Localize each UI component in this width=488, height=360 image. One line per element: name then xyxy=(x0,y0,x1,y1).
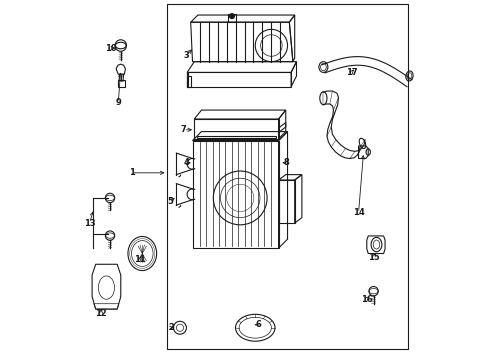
Text: 1: 1 xyxy=(128,168,134,177)
Text: 9: 9 xyxy=(115,98,121,107)
Text: 16: 16 xyxy=(360,294,371,303)
Text: 15: 15 xyxy=(367,253,379,262)
Text: 12: 12 xyxy=(95,309,107,318)
Text: 11: 11 xyxy=(134,255,145,264)
Text: 5: 5 xyxy=(166,197,172,206)
Text: 3: 3 xyxy=(183,51,189,60)
Text: 13: 13 xyxy=(83,219,95,228)
Text: 4: 4 xyxy=(183,158,189,167)
Text: 14: 14 xyxy=(352,208,364,217)
Circle shape xyxy=(229,14,234,19)
Text: 10: 10 xyxy=(105,44,116,53)
Bar xyxy=(167,4,407,348)
Text: 17: 17 xyxy=(345,68,356,77)
Text: 8: 8 xyxy=(284,158,289,167)
Text: 2: 2 xyxy=(168,323,174,332)
Text: 7: 7 xyxy=(180,125,186,134)
Text: 6: 6 xyxy=(255,320,261,329)
